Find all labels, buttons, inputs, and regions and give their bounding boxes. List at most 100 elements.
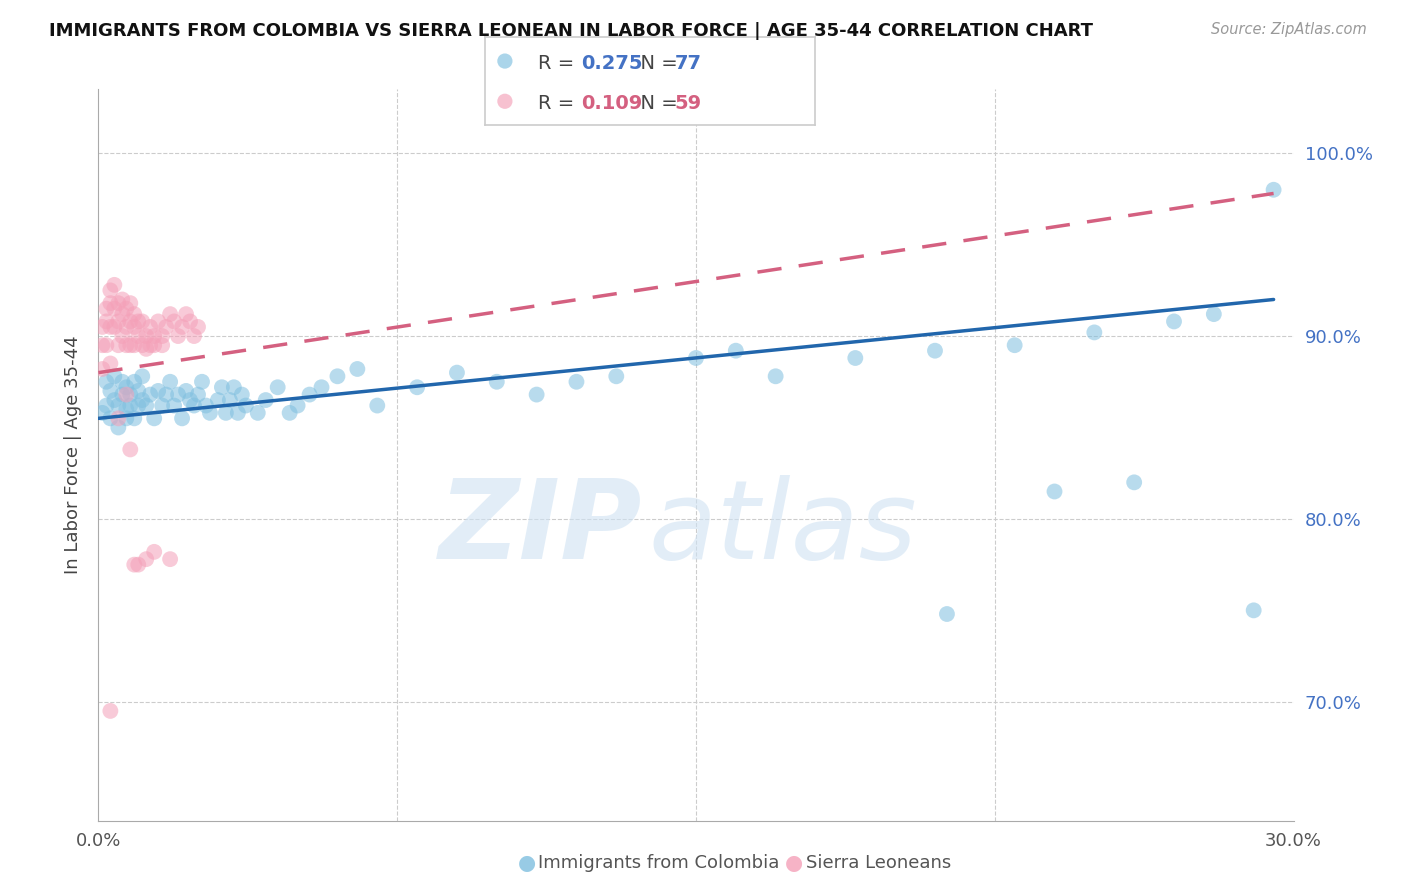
Point	[1163, 314, 1185, 328]
Text: 77: 77	[675, 54, 702, 72]
Point	[107, 338, 129, 352]
Point	[765, 369, 787, 384]
Point	[115, 301, 138, 316]
Point	[159, 552, 181, 566]
Point	[143, 545, 166, 559]
Point	[115, 411, 138, 425]
Point	[91, 406, 114, 420]
Point	[103, 393, 125, 408]
Point	[187, 320, 209, 334]
Point	[844, 351, 866, 365]
Point	[143, 329, 166, 343]
Point	[127, 329, 149, 343]
Text: 0.109: 0.109	[581, 94, 643, 112]
Point	[267, 380, 290, 394]
Point	[127, 384, 149, 398]
Point	[98, 704, 122, 718]
Point	[131, 314, 153, 328]
Point	[91, 362, 114, 376]
Text: R =: R =	[538, 54, 581, 72]
Point	[131, 338, 153, 352]
Point	[115, 338, 138, 352]
Point	[111, 375, 134, 389]
Point	[107, 399, 129, 413]
Point	[685, 351, 707, 365]
Point	[179, 393, 201, 408]
Point	[406, 380, 429, 394]
Point	[174, 384, 197, 398]
Point	[131, 393, 153, 408]
Point	[143, 411, 166, 425]
Point	[120, 442, 142, 457]
Point	[179, 314, 201, 328]
Point	[167, 329, 190, 343]
Point	[131, 369, 153, 384]
Point	[231, 387, 253, 401]
Point	[1043, 484, 1066, 499]
Point	[565, 375, 588, 389]
Point	[96, 399, 118, 413]
Point	[135, 399, 157, 413]
Point	[155, 320, 177, 334]
Point	[111, 329, 134, 343]
Point	[120, 296, 142, 310]
Point	[235, 399, 257, 413]
Point	[115, 387, 138, 401]
Point	[1123, 475, 1146, 490]
Point	[159, 375, 181, 389]
Point	[172, 320, 194, 334]
Point	[120, 314, 142, 328]
Point	[605, 369, 627, 384]
Point	[98, 296, 122, 310]
Point	[111, 293, 134, 307]
Point	[187, 387, 209, 401]
Point	[115, 380, 138, 394]
Point	[183, 329, 205, 343]
Point	[139, 387, 162, 401]
Point	[191, 375, 214, 389]
Point	[115, 402, 138, 417]
Point	[155, 387, 177, 401]
Point	[127, 399, 149, 413]
Point	[98, 411, 122, 425]
Point	[96, 301, 118, 316]
Point	[163, 314, 186, 328]
Point	[195, 399, 218, 413]
Point	[226, 406, 249, 420]
Text: atlas: atlas	[648, 475, 917, 582]
Text: ●: ●	[519, 854, 536, 873]
Point	[103, 301, 125, 316]
Point	[120, 387, 142, 401]
Point	[135, 329, 157, 343]
Point	[198, 406, 221, 420]
Point	[278, 406, 301, 420]
Point	[174, 307, 197, 321]
Point	[107, 296, 129, 310]
Point	[494, 95, 516, 109]
Point	[1263, 183, 1285, 197]
Text: N =: N =	[628, 94, 685, 112]
Point	[346, 362, 368, 376]
Point	[446, 366, 468, 380]
Point	[98, 384, 122, 398]
Point	[163, 399, 186, 413]
Point	[103, 277, 125, 292]
Point	[150, 338, 173, 352]
Point	[1083, 326, 1105, 340]
Point	[120, 399, 142, 413]
Point	[924, 343, 946, 358]
Point	[96, 314, 118, 328]
Point	[115, 320, 138, 334]
Point	[139, 320, 162, 334]
Point	[148, 384, 170, 398]
Point	[107, 314, 129, 328]
Point	[124, 307, 146, 321]
Text: ZIP: ZIP	[439, 475, 643, 582]
Text: Source: ZipAtlas.com: Source: ZipAtlas.com	[1211, 22, 1367, 37]
Point	[254, 393, 277, 408]
Point	[120, 338, 142, 352]
Point	[167, 387, 190, 401]
Point	[98, 320, 122, 334]
Point	[103, 320, 125, 334]
Point	[124, 411, 146, 425]
